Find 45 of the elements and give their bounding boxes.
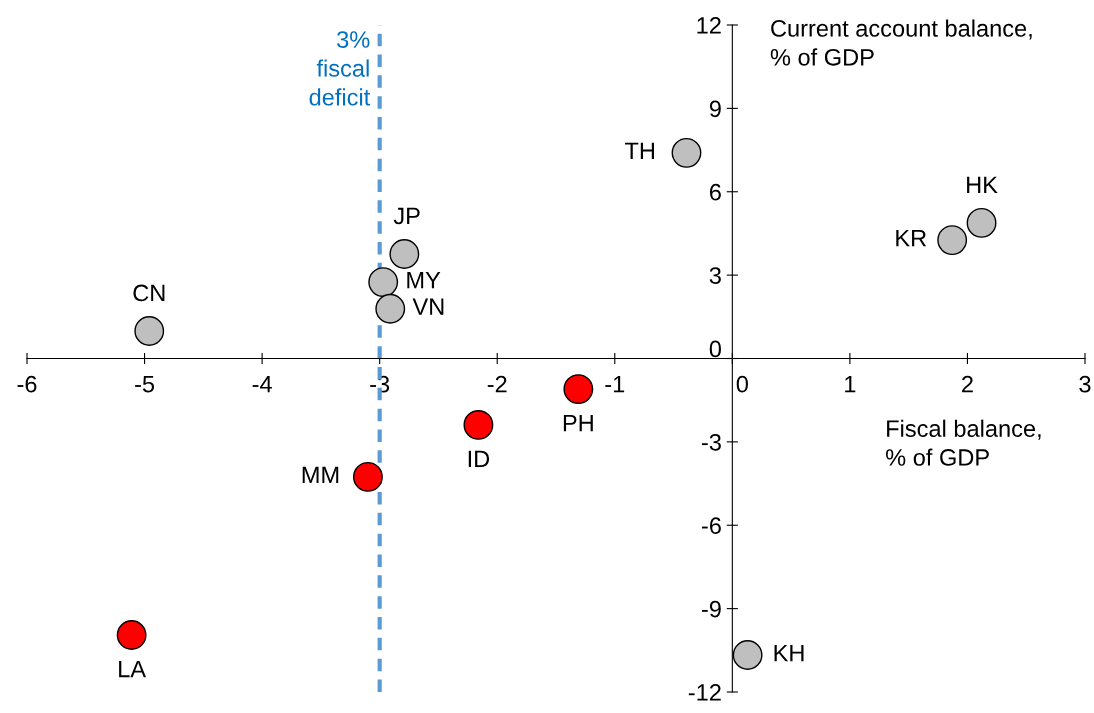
x-tick-label: 3 <box>1079 375 1091 393</box>
annotation: JP <box>393 207 420 225</box>
annotation: VN <box>412 298 444 315</box>
y-tick-label: 6 <box>709 183 721 201</box>
point <box>368 267 399 297</box>
annotation: MM <box>302 466 339 483</box>
y-axis-title: Current account balance, % of GDP <box>770 19 1032 66</box>
x-tick-label: 1 <box>845 376 856 393</box>
x-tick-label: -5 <box>135 376 155 393</box>
y-tick-label: -6 <box>701 517 721 535</box>
ref-line-label: 3% fiscal deficit <box>309 31 371 106</box>
y-tick-label: 0 <box>709 340 721 358</box>
annotation: PH <box>563 414 593 432</box>
y-tick-label: -9 <box>701 600 721 618</box>
x-tick-label: -2 <box>487 375 507 393</box>
point <box>966 207 997 238</box>
point <box>463 409 494 440</box>
point <box>732 640 763 670</box>
x-tick-label: -1 <box>605 376 625 393</box>
x-axis-title: Fiscal balance, % of GDP <box>886 419 1041 466</box>
y-tick-label: 12 <box>697 17 721 34</box>
point <box>134 316 165 346</box>
point <box>563 374 594 404</box>
y-tick-label: 9 <box>709 100 721 118</box>
point <box>375 293 406 324</box>
y-tick-label: -3 <box>701 433 721 451</box>
annotation: LA <box>119 660 147 678</box>
x-tick-label: -6 <box>17 375 37 393</box>
annotation: ID <box>468 450 490 468</box>
annotation: HK <box>967 176 998 193</box>
annotation: CN <box>133 284 165 302</box>
y-tick-label: -12 <box>688 684 721 701</box>
annotation: TH <box>624 142 655 159</box>
point <box>116 620 147 650</box>
annotation: KR <box>896 229 927 247</box>
x-tick-label: -4 <box>252 376 272 393</box>
x-tick-label: 2 <box>962 375 973 393</box>
point <box>352 461 383 492</box>
point <box>671 137 702 168</box>
y-tick-label: 3 <box>709 267 721 284</box>
annotation: MY <box>407 271 441 289</box>
point <box>389 239 420 269</box>
point <box>937 225 968 256</box>
annotation: KH <box>774 644 804 662</box>
x-tick-label: 0 <box>736 375 748 393</box>
